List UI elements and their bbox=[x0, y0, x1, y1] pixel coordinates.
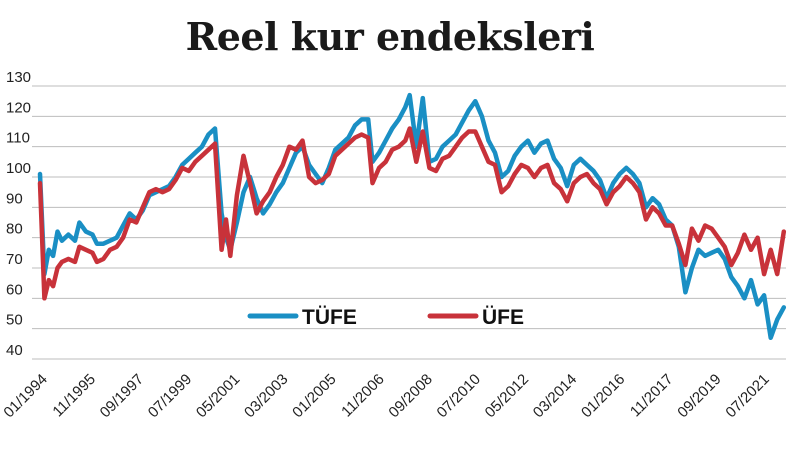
x-tick-label: 05/2001 bbox=[193, 371, 243, 421]
x-tick-label: 09/1997 bbox=[97, 371, 147, 421]
legend-label-tufe: TÜFE bbox=[302, 306, 357, 329]
y-tick-label: 110 bbox=[6, 130, 30, 147]
series-lines bbox=[37, 92, 787, 341]
y-axis-ticks: 40 50 60 70 80 90 100 110 120 130 bbox=[6, 69, 31, 359]
x-tick-label: 11/2017 bbox=[627, 371, 677, 421]
series-line-ufe bbox=[37, 126, 787, 301]
x-tick-label: 01/2005 bbox=[289, 371, 339, 421]
y-tick-label: 40 bbox=[6, 342, 23, 359]
y-tick-label: 60 bbox=[6, 281, 23, 298]
x-tick-label: 01/2016 bbox=[578, 371, 628, 421]
x-tick-label: 07/1999 bbox=[145, 371, 195, 421]
x-tick-label: 03/2014 bbox=[530, 371, 580, 421]
series-line-tufe bbox=[37, 92, 787, 341]
y-tick-label: 100 bbox=[6, 160, 31, 177]
chart-title: Reel kur endeksleri bbox=[185, 14, 595, 59]
legend-label-ufe: ÜFE bbox=[482, 306, 524, 329]
x-tick-label: 09/2019 bbox=[674, 371, 724, 421]
x-tick-label: 03/2003 bbox=[241, 371, 291, 421]
y-tick-label: 70 bbox=[6, 251, 23, 268]
y-tick-label: 90 bbox=[6, 190, 23, 207]
x-tick-label: 05/2012 bbox=[482, 371, 532, 421]
x-tick-label: 01/1994 bbox=[0, 371, 50, 421]
x-tick-label: 11/1995 bbox=[49, 371, 99, 421]
y-tick-label: 50 bbox=[6, 312, 23, 329]
gridlines bbox=[32, 85, 786, 360]
y-tick-label: 80 bbox=[6, 221, 23, 238]
legend: TÜFE ÜFE bbox=[247, 306, 524, 329]
x-tick-label: 11/2006 bbox=[338, 371, 388, 421]
x-axis-ticks: 01/199411/199509/199707/199905/200103/20… bbox=[0, 371, 772, 421]
y-tick-label: 130 bbox=[6, 69, 31, 86]
x-tick-label: 07/2010 bbox=[434, 371, 484, 421]
x-tick-label: 09/2008 bbox=[385, 371, 435, 421]
y-tick-label: 120 bbox=[6, 99, 31, 116]
x-tick-label: 07/2021 bbox=[722, 371, 772, 421]
